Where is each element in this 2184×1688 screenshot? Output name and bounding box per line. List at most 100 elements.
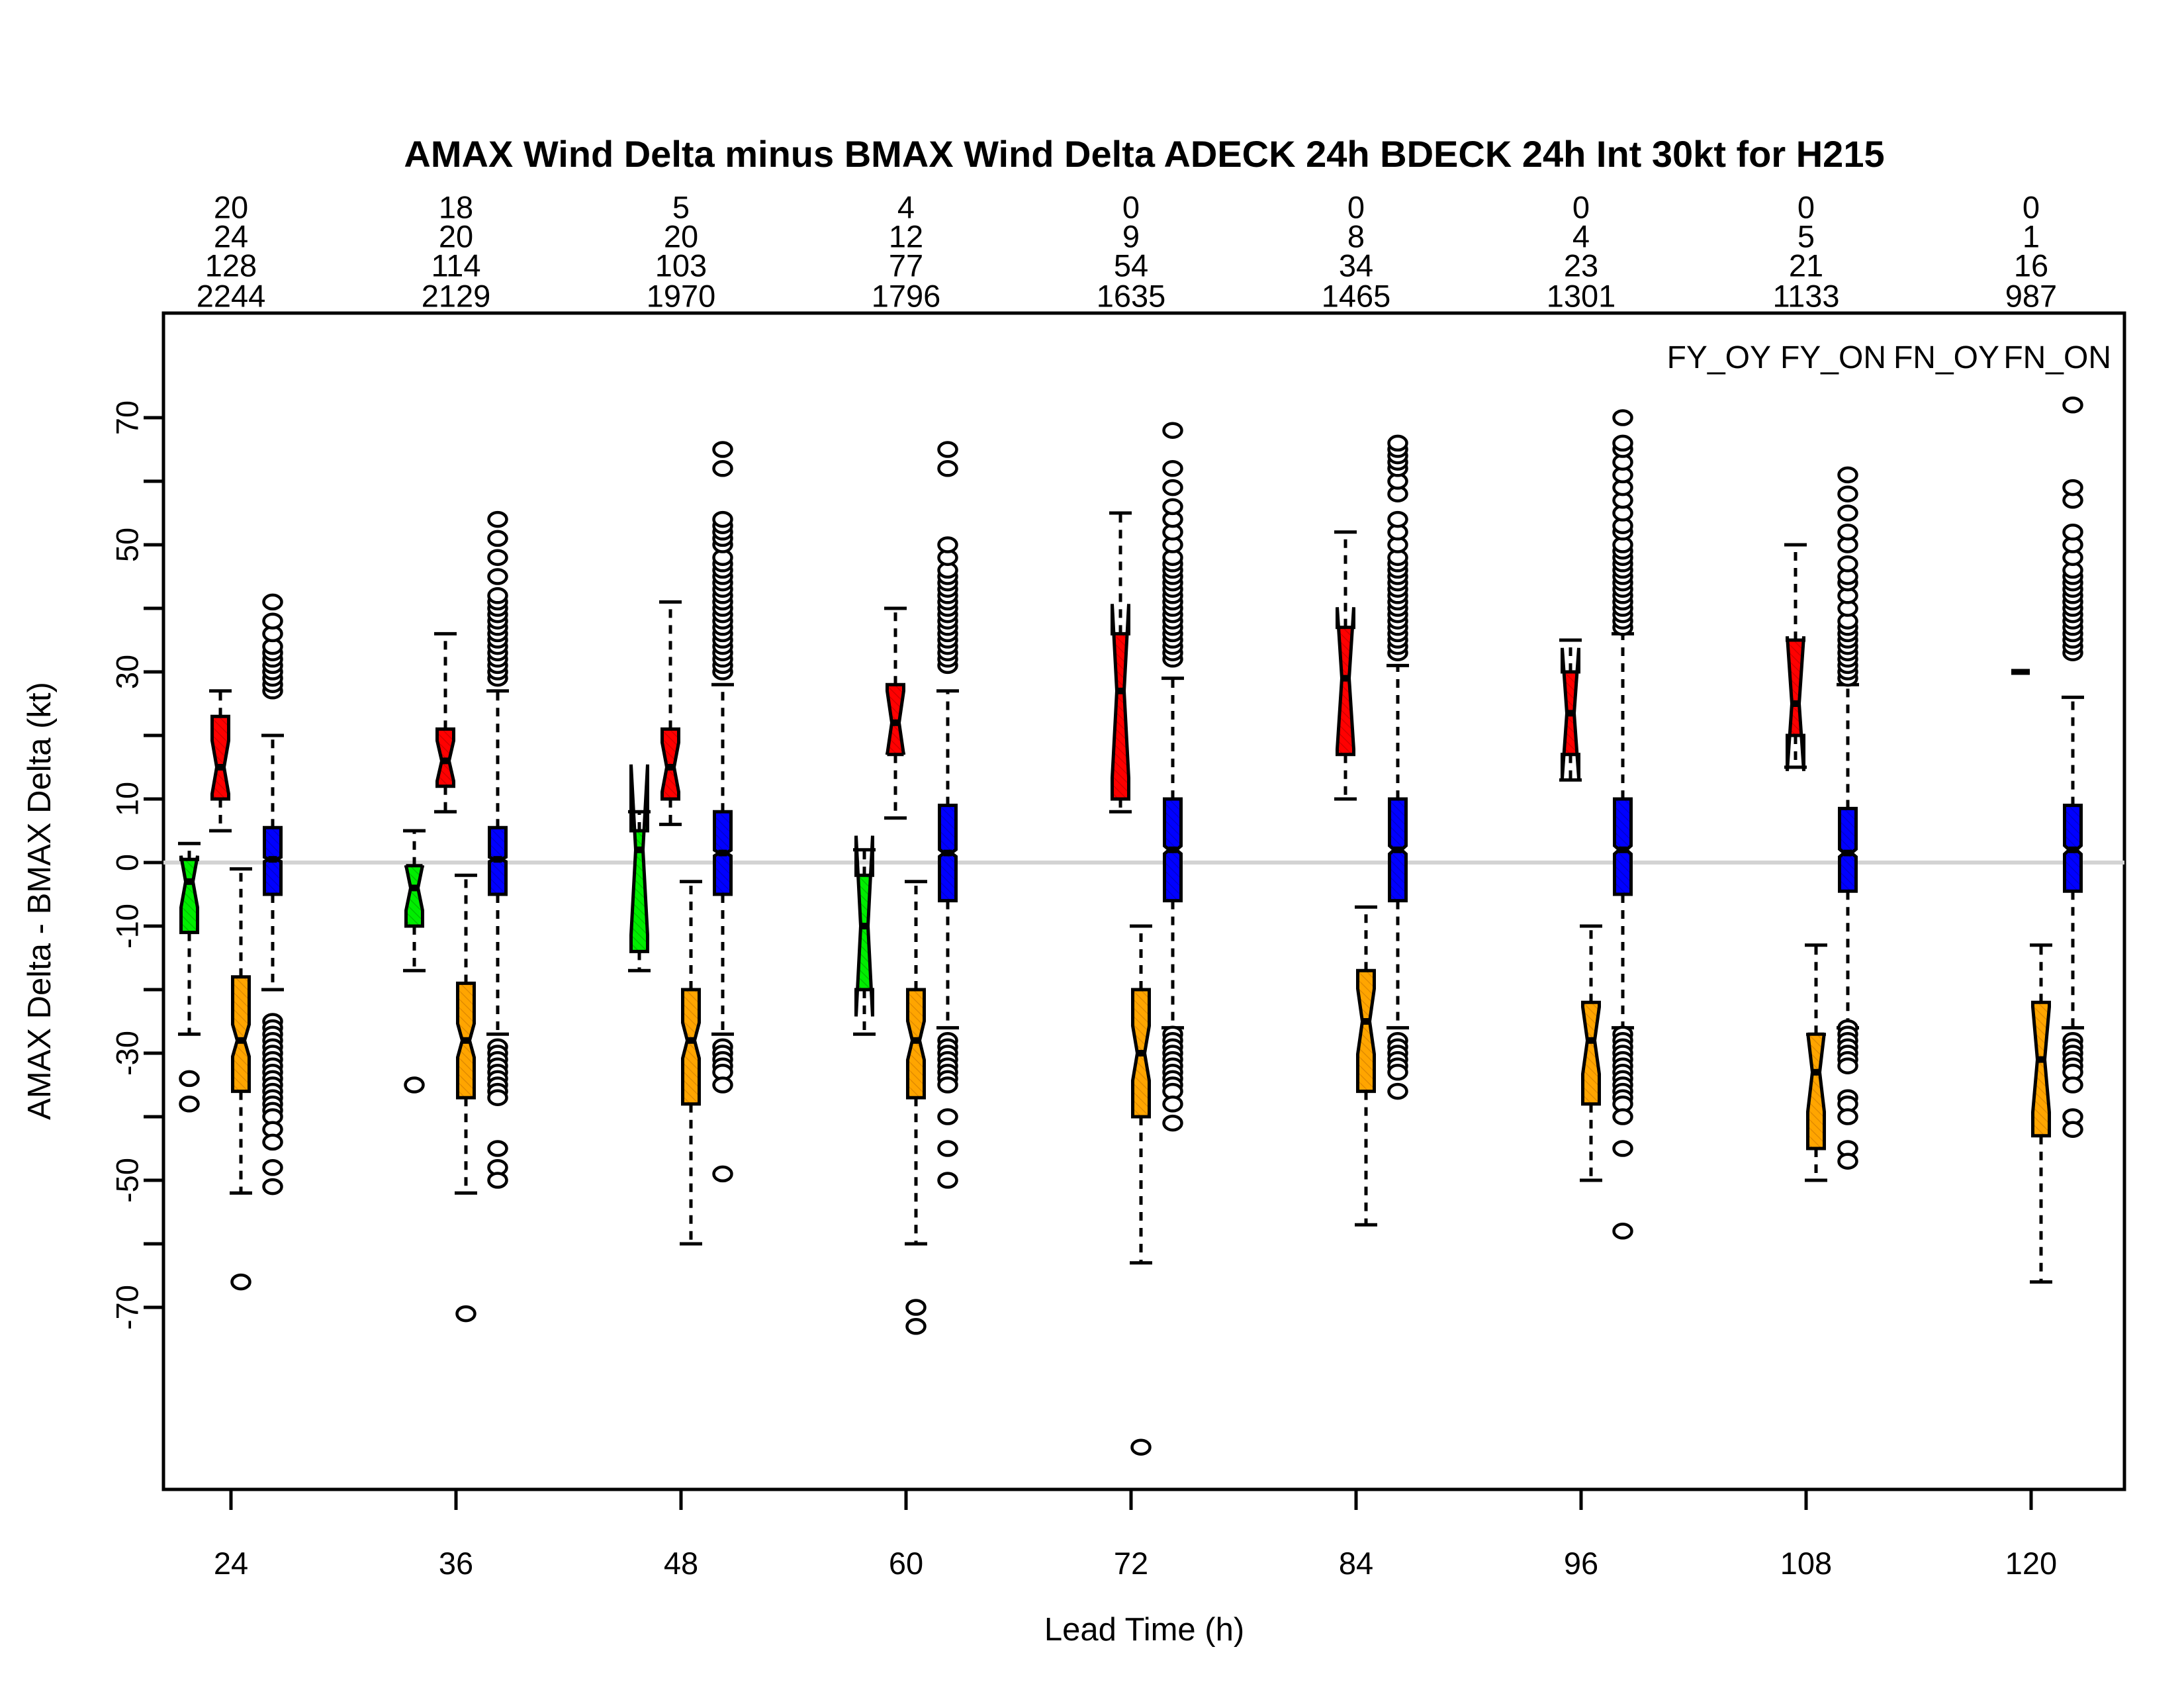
count-FN_OY: 34 bbox=[1339, 248, 1373, 283]
boxplot-FN_ON-48 bbox=[711, 441, 734, 1183]
outlier-point bbox=[2062, 524, 2083, 541]
count-FN_ON: 1133 bbox=[1772, 279, 1839, 314]
notched-box bbox=[629, 764, 649, 953]
count-FY_ON: 5 bbox=[1797, 219, 1815, 254]
count-FY_ON: 24 bbox=[214, 219, 248, 254]
y-tick-label: 50 bbox=[110, 528, 145, 562]
boxplot-FN_ON-72 bbox=[1161, 422, 1184, 1132]
boxplot-FY_ON-108 bbox=[1784, 543, 1807, 771]
count-FN_OY: 21 bbox=[1789, 248, 1823, 283]
outlier-point bbox=[1162, 498, 1183, 516]
outlier-point bbox=[1837, 466, 1858, 484]
notched-box bbox=[1581, 1000, 1601, 1106]
y-tick-label: -50 bbox=[110, 1158, 145, 1203]
notched-box bbox=[404, 864, 424, 928]
x-tick-label: 36 bbox=[439, 1546, 473, 1581]
legend-item-fy-on: FY_ON bbox=[1780, 340, 1886, 375]
boxplot-FY_ON-96 bbox=[1559, 638, 1582, 782]
boxplot-FN_OY-108 bbox=[1805, 943, 1827, 1182]
outlier-point bbox=[1387, 434, 1408, 452]
outlier-point bbox=[937, 1172, 958, 1189]
outlier-point bbox=[937, 1108, 958, 1125]
boxplot-FN_ON-36 bbox=[486, 510, 509, 1189]
notched-box bbox=[2031, 1000, 2051, 1138]
y-tick-label: -70 bbox=[110, 1285, 145, 1330]
y-tick-label: 70 bbox=[110, 400, 145, 435]
count-FY_ON: 12 bbox=[889, 219, 923, 254]
legend-item-fy-oy: FY_OY bbox=[1667, 340, 1771, 375]
legend-item-fn-oy: FN_OY bbox=[1893, 340, 1999, 375]
x-tick-label: 96 bbox=[1564, 1546, 1598, 1581]
boxplot-FY_ON-24 bbox=[209, 689, 232, 833]
outlier-point bbox=[1162, 479, 1183, 496]
notched-box bbox=[231, 975, 251, 1094]
count-FY_ON: 20 bbox=[664, 219, 698, 254]
plot-border bbox=[161, 311, 2126, 1491]
chart-title: AMAX Wind Delta minus BMAX Wind Delta AD… bbox=[404, 133, 1884, 175]
y-axis-label: AMAX Delta - BMAX Delta (kt) bbox=[22, 682, 58, 1120]
x-tick-label: 72 bbox=[1114, 1546, 1148, 1581]
count-FY_ON: 9 bbox=[1122, 219, 1140, 254]
count-FY_OY: 0 bbox=[1122, 190, 1140, 225]
boxplot-FY_OY-48 bbox=[628, 764, 651, 972]
count-FN_ON: 1465 bbox=[1322, 279, 1391, 314]
outlier-point bbox=[905, 1299, 927, 1316]
count-FY_OY: 5 bbox=[672, 190, 690, 225]
outlier-point bbox=[937, 460, 958, 477]
y-tick-label: -10 bbox=[110, 904, 145, 949]
outlier-point bbox=[1612, 409, 1633, 426]
outlier-point bbox=[1612, 1140, 1633, 1157]
outlier-point bbox=[712, 460, 733, 477]
outlier-point bbox=[937, 1076, 958, 1094]
count-FY_OY: 4 bbox=[897, 190, 915, 225]
y-tick-label: 10 bbox=[110, 782, 145, 816]
boxplot-FN_ON-84 bbox=[1387, 434, 1409, 1100]
x-tick-label: 120 bbox=[2005, 1546, 2057, 1581]
outlier-point bbox=[1837, 504, 1858, 522]
boxplot-FY_ON-36 bbox=[434, 632, 457, 814]
x-tick-label: 60 bbox=[889, 1546, 923, 1581]
outlier-point bbox=[404, 1076, 425, 1094]
boxplot-FN_OY-84 bbox=[1355, 905, 1377, 1227]
boxplot-FN_OY-120 bbox=[2030, 943, 2052, 1284]
notched-box bbox=[179, 855, 199, 935]
x-tick-label: 84 bbox=[1339, 1546, 1373, 1581]
count-FN_ON: 2129 bbox=[422, 279, 491, 314]
outlier-point bbox=[1837, 1057, 1858, 1074]
outlier-point bbox=[487, 568, 508, 585]
outlier-point bbox=[1837, 524, 1858, 541]
boxplot-FN_ON-96 bbox=[1612, 409, 1634, 1240]
y-tick-label: 30 bbox=[110, 655, 145, 689]
outlier-point bbox=[1837, 555, 1858, 573]
x-tick-label: 24 bbox=[214, 1546, 248, 1581]
count-FN_OY: 77 bbox=[889, 248, 923, 283]
count-FN_OY: 114 bbox=[432, 248, 481, 283]
outlier-point bbox=[712, 441, 733, 458]
outlier-point bbox=[262, 593, 283, 611]
count-FN_ON: 1301 bbox=[1547, 279, 1616, 314]
outlier-point bbox=[712, 510, 733, 528]
count-FY_ON: 8 bbox=[1347, 219, 1365, 254]
boxplot-FY_OY-36 bbox=[403, 829, 426, 1094]
notched-box bbox=[1111, 604, 1130, 801]
outlier-point bbox=[712, 1076, 733, 1094]
outlier-point bbox=[937, 441, 958, 458]
outlier-point bbox=[262, 612, 283, 630]
outlier-point bbox=[937, 1140, 958, 1157]
boxplot-FN_ON-60 bbox=[936, 441, 959, 1189]
x-axis-label: Lead Time (h) bbox=[1044, 1612, 1244, 1648]
y-tick-label: 0 bbox=[110, 854, 145, 871]
outlier-point bbox=[2062, 1121, 2083, 1138]
outlier-point bbox=[1162, 1096, 1183, 1113]
outlier-point bbox=[1837, 1108, 1858, 1125]
boxplot-FN_OY-96 bbox=[1580, 924, 1602, 1182]
outlier-point bbox=[487, 1089, 508, 1106]
outlier-point bbox=[1837, 1152, 1858, 1170]
count-FY_OY: 18 bbox=[439, 190, 473, 225]
outlier-point bbox=[487, 1140, 508, 1157]
outlier-point bbox=[487, 549, 508, 566]
count-FN_OY: 54 bbox=[1114, 248, 1148, 283]
